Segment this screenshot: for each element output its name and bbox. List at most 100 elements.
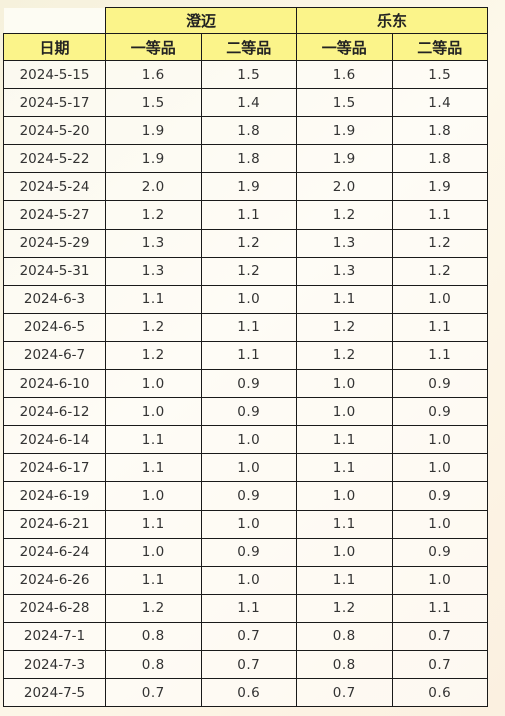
cell-ledong-grade2: 0.9 — [391, 397, 489, 427]
cell-ledong-grade1: 1.2 — [296, 312, 393, 342]
cell-date: 2024-6-3 — [3, 284, 106, 314]
table-row: 2024-5-15 1.6 1.5 1.6 1.5 — [3, 59, 489, 90]
cell-date: 2024-6-19 — [3, 481, 106, 511]
table-row: 2024-7-1 0.8 0.7 0.8 0.7 — [3, 621, 489, 651]
cell-chengmai-grade1: 1.9 — [105, 144, 202, 174]
table-row: 2024-6-5 1.2 1.1 1.2 1.1 — [3, 312, 489, 342]
table-row: 2024-5-17 1.5 1.4 1.5 1.4 — [3, 88, 489, 118]
cell-chengmai-grade2: 0.9 — [200, 537, 298, 567]
table-row: 2024-6-12 1.0 0.9 1.0 0.9 — [3, 397, 489, 427]
cell-chengmai-grade2: 0.9 — [200, 481, 298, 511]
table-row: 2024-5-31 1.3 1.2 1.3 1.2 — [3, 256, 489, 286]
cell-ledong-grade1: 2.0 — [296, 172, 393, 202]
table-row: 2024-5-20 1.9 1.8 1.9 1.8 — [3, 116, 489, 146]
cell-chengmai-grade2: 0.7 — [200, 621, 298, 651]
cell-ledong-grade1: 1.1 — [296, 425, 393, 455]
cell-ledong-grade2: 1.1 — [391, 200, 489, 230]
cell-date: 2024-5-31 — [3, 256, 106, 286]
table-row: 2024-5-22 1.9 1.8 1.9 1.8 — [3, 144, 489, 174]
cell-chengmai-grade1: 1.3 — [105, 256, 202, 286]
cell-ledong-grade2: 1.1 — [391, 312, 489, 342]
cell-ledong-grade1: 1.0 — [296, 369, 393, 399]
cell-ledong-grade2: 1.8 — [391, 144, 489, 174]
cell-chengmai-grade2: 1.2 — [200, 256, 298, 286]
cell-chengmai-grade1: 1.3 — [105, 228, 202, 258]
cell-chengmai-grade1: 1.1 — [105, 453, 202, 483]
cell-date: 2024-7-3 — [3, 649, 106, 680]
cell-chengmai-grade2: 1.1 — [200, 200, 298, 230]
cell-ledong-grade1: 1.1 — [296, 509, 393, 539]
group-header-chengmai: 澄迈 — [104, 7, 298, 34]
cell-chengmai-grade2: 0.7 — [200, 649, 298, 680]
cell-ledong-grade2: 1.2 — [391, 256, 489, 286]
cell-chengmai-grade2: 1.0 — [200, 284, 298, 314]
cell-date: 2024-5-22 — [3, 144, 106, 174]
cell-ledong-grade1: 1.0 — [296, 481, 393, 511]
cell-date: 2024-6-7 — [3, 340, 106, 371]
cell-chengmai-grade1: 1.0 — [105, 397, 202, 427]
cell-chengmai-grade1: 1.6 — [105, 59, 202, 90]
cell-chengmai-grade1: 1.0 — [105, 481, 202, 511]
cell-ledong-grade1: 1.2 — [296, 340, 393, 371]
cell-chengmai-grade2: 1.1 — [200, 312, 298, 342]
cell-ledong-grade2: 1.2 — [391, 228, 489, 258]
cell-ledong-grade1: 1.1 — [296, 284, 393, 314]
cell-date: 2024-6-24 — [3, 537, 106, 567]
header-chengmai-grade2: 二等品 — [200, 33, 298, 61]
cell-date: 2024-5-27 — [3, 200, 106, 230]
cell-chengmai-grade1: 1.1 — [105, 509, 202, 539]
cell-chengmai-grade2: 1.1 — [200, 340, 298, 371]
cell-ledong-grade2: 1.0 — [391, 284, 489, 314]
cell-date: 2024-6-10 — [3, 369, 106, 399]
cell-ledong-grade2: 0.7 — [391, 649, 489, 680]
cell-chengmai-grade1: 1.1 — [105, 284, 202, 314]
cell-date: 2024-6-5 — [3, 312, 106, 342]
cell-ledong-grade1: 1.3 — [296, 228, 393, 258]
cell-ledong-grade1: 0.8 — [296, 649, 393, 680]
cell-ledong-grade2: 0.9 — [391, 537, 489, 567]
cell-chengmai-grade2: 0.6 — [200, 678, 298, 708]
cell-date: 2024-6-14 — [3, 425, 106, 455]
header-chengmai-grade1: 一等品 — [105, 33, 202, 61]
cell-chengmai-grade1: 2.0 — [105, 172, 202, 202]
table-row: 2024-6-3 1.1 1.0 1.1 1.0 — [3, 284, 489, 314]
cell-ledong-grade2: 1.0 — [391, 565, 489, 595]
cell-chengmai-grade1: 1.1 — [105, 425, 202, 455]
cell-ledong-grade1: 1.9 — [296, 144, 393, 174]
cell-chengmai-grade1: 1.2 — [105, 200, 202, 230]
cell-chengmai-grade1: 0.8 — [105, 649, 202, 680]
cell-date: 2024-5-17 — [3, 88, 106, 118]
cell-date: 2024-6-28 — [3, 593, 106, 623]
group-header-blank — [3, 7, 106, 34]
table-row: 2024-6-24 1.0 0.9 1.0 0.9 — [3, 537, 489, 567]
cell-chengmai-grade1: 1.0 — [105, 537, 202, 567]
cell-chengmai-grade1: 1.5 — [105, 88, 202, 118]
cell-ledong-grade2: 1.0 — [391, 453, 489, 483]
cell-date: 2024-6-12 — [3, 397, 106, 427]
cell-ledong-grade2: 1.9 — [391, 172, 489, 202]
cell-ledong-grade2: 1.1 — [391, 593, 489, 623]
table-row: 2024-6-26 1.1 1.0 1.1 1.0 — [3, 565, 489, 595]
cell-date: 2024-5-29 — [3, 228, 106, 258]
cell-ledong-grade2: 1.8 — [391, 116, 489, 146]
price-table-container: 澄迈 乐东 日期 一等品 二等品 一等品 二等品 2024-5-15 1.6 1.5… — [3, 7, 489, 708]
group-header-ledong: 乐东 — [296, 7, 489, 34]
cell-chengmai-grade1: 0.7 — [105, 678, 202, 708]
table-body: 2024-5-15 1.6 1.5 1.6 1.5 2024-5-17 1.5 1.4 1.5 1… — [3, 59, 489, 708]
cell-ledong-grade1: 1.3 — [296, 256, 393, 286]
cell-chengmai-grade1: 1.1 — [105, 565, 202, 595]
header-ledong-grade1: 一等品 — [296, 33, 393, 61]
cell-chengmai-grade1: 1.2 — [105, 593, 202, 623]
cell-ledong-grade1: 1.6 — [296, 59, 393, 90]
cell-ledong-grade2: 1.1 — [391, 340, 489, 371]
table-row: 2024-5-29 1.3 1.2 1.3 1.2 — [3, 228, 489, 258]
table-row: 2024-5-27 1.2 1.1 1.2 1.1 — [3, 200, 489, 230]
table-row: 2024-6-7 1.2 1.1 1.2 1.1 — [3, 340, 489, 371]
cell-chengmai-grade2: 1.8 — [200, 116, 298, 146]
cell-ledong-grade2: 0.9 — [391, 369, 489, 399]
cell-ledong-grade1: 1.2 — [296, 200, 393, 230]
cell-ledong-grade2: 1.0 — [391, 425, 489, 455]
cell-ledong-grade1: 0.7 — [296, 678, 393, 708]
price-table: 澄迈 乐东 日期 一等品 二等品 一等品 二等品 2024-5-15 1.6 1.5… — [3, 7, 489, 708]
cell-date: 2024-7-5 — [3, 678, 106, 708]
